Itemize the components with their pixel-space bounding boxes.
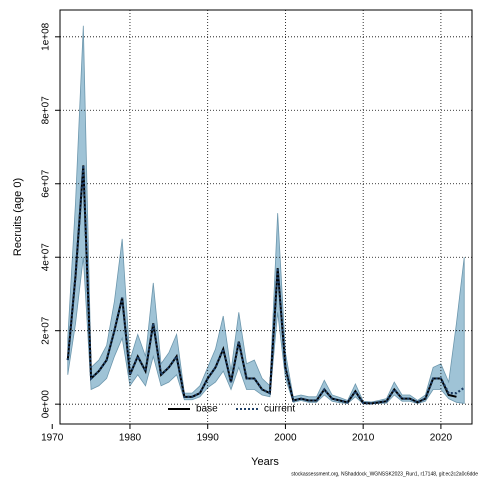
series-line [66,165,465,405]
y-tick-label: 8e+07 [41,96,52,125]
x-axis-label: Years [251,456,279,468]
y-tick-label: 2e+07 [41,316,52,345]
x-tick-label: 2020 [430,433,453,444]
y-tick-label: 4e+07 [41,243,52,272]
y-tick-label: 1e+08 [41,22,52,51]
y-tick-label: 0e+00 [41,390,52,419]
x-tick-label: 1980 [119,433,142,444]
y-tick-label: 6e+07 [41,169,52,198]
plot-frame [59,9,473,425]
x-tick-label: 2010 [352,433,375,444]
series-line [66,165,457,405]
x-tick-label: 1970 [41,433,64,444]
footnote: stockassessment.org, NShaddock_WGNSSK202… [291,471,478,477]
x-tick-label: 2000 [274,433,297,444]
x-tick-label: 1990 [197,433,220,444]
confidence-band [67,25,465,405]
legend-label: current [264,404,295,415]
legend-label: base [196,404,218,415]
y-axis-label: Recruits (age 0) [12,178,24,256]
